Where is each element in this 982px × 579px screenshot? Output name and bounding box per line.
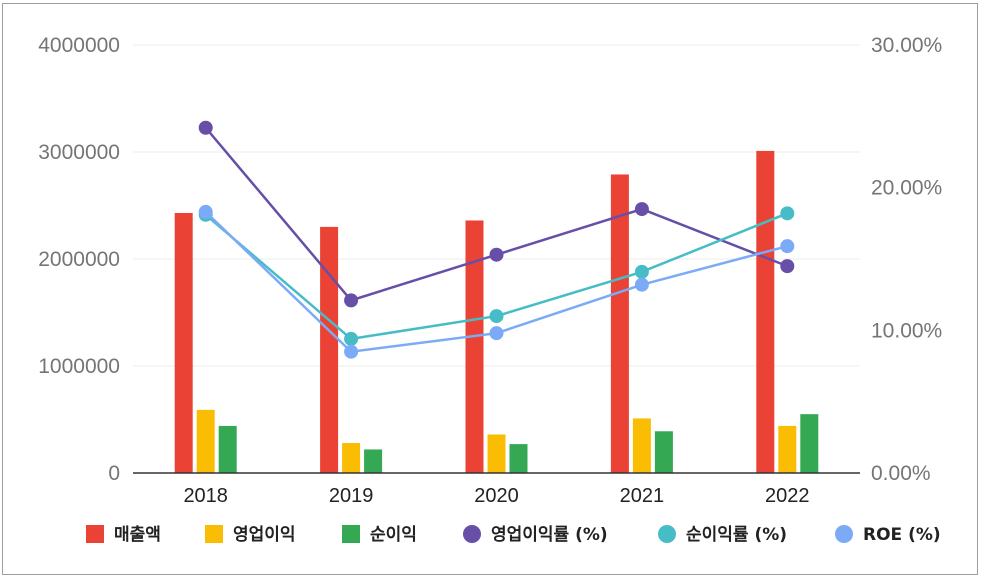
point-1-4	[780, 206, 795, 221]
legend: 매출액 영업이익 순이익 영업이익률 (%) 순이익률 (%) ROE (%)	[86, 525, 941, 545]
point-2-3	[634, 277, 649, 292]
bar-0-4	[756, 150, 775, 473]
x-tick-label: 2019	[329, 485, 374, 507]
bar-0-2	[465, 220, 484, 473]
point-2-2	[489, 326, 504, 341]
legend-label: 매출액	[114, 525, 161, 545]
x-tick-label: 2021	[620, 485, 665, 507]
chart-frame	[2, 3, 978, 575]
legend-label: ROE (%)	[863, 525, 941, 545]
bar-1-0	[196, 409, 215, 473]
legend-label: 영업이익	[233, 525, 296, 545]
point-0-4	[780, 259, 795, 274]
right-tick-label: 10.00%	[871, 319, 942, 342]
left-tick-label: 3000000	[38, 141, 120, 164]
point-0-0	[198, 120, 213, 135]
legend-label: 영업이익률 (%)	[491, 525, 608, 545]
point-2-4	[780, 239, 795, 254]
left-tick-label: 2000000	[38, 248, 120, 271]
bar-2-2	[509, 444, 528, 473]
point-1-2	[489, 309, 504, 324]
series-line-0	[204, 126, 788, 302]
legend-swatch	[86, 525, 104, 543]
legend-marker	[835, 525, 853, 543]
point-0-1	[344, 293, 359, 308]
point-0-3	[634, 202, 649, 217]
lines	[198, 120, 795, 359]
left-tick-label: 0	[108, 462, 120, 485]
legend-label: 순이익	[370, 525, 417, 545]
bar-1-2	[487, 434, 506, 473]
legend-swatch	[342, 525, 360, 543]
bar-2-0	[218, 425, 237, 473]
right-tick-label: 20.00%	[871, 177, 942, 200]
bar-1-3	[632, 418, 651, 473]
bar-2-1	[364, 449, 383, 473]
bar-0-3	[610, 174, 629, 473]
bars	[174, 150, 819, 474]
bar-0-1	[320, 226, 339, 473]
bar-0-0	[174, 212, 193, 474]
bar-2-3	[654, 431, 673, 473]
bar-1-4	[778, 425, 797, 473]
x-tick-label: 2022	[765, 485, 810, 507]
bar-1-1	[342, 443, 361, 473]
point-1-1	[344, 331, 359, 346]
legend-marker	[463, 525, 481, 543]
point-2-1	[344, 344, 359, 359]
legend-marker	[658, 525, 676, 543]
left-axis-ticks: 0 1000000 2000000 3000000 4000000	[38, 34, 120, 485]
left-tick-label: 1000000	[38, 355, 120, 378]
x-tick-label: 2018	[183, 485, 228, 507]
right-tick-label: 30.00%	[871, 34, 942, 57]
bar-2-4	[800, 414, 819, 473]
right-tick-label: 0.00%	[871, 462, 931, 485]
point-1-3	[634, 264, 649, 279]
legend-swatch	[205, 525, 223, 543]
x-tick-label: 2020	[474, 485, 519, 507]
point-2-0	[198, 204, 213, 219]
x-axis-ticks: 2018 2019 2020 2021 2022	[183, 485, 809, 507]
left-tick-label: 4000000	[38, 34, 120, 57]
point-0-2	[489, 247, 504, 262]
right-axis-ticks: 0.00% 10.00% 20.00% 30.00%	[871, 34, 942, 485]
legend-label: 순이익률 (%)	[686, 525, 787, 545]
